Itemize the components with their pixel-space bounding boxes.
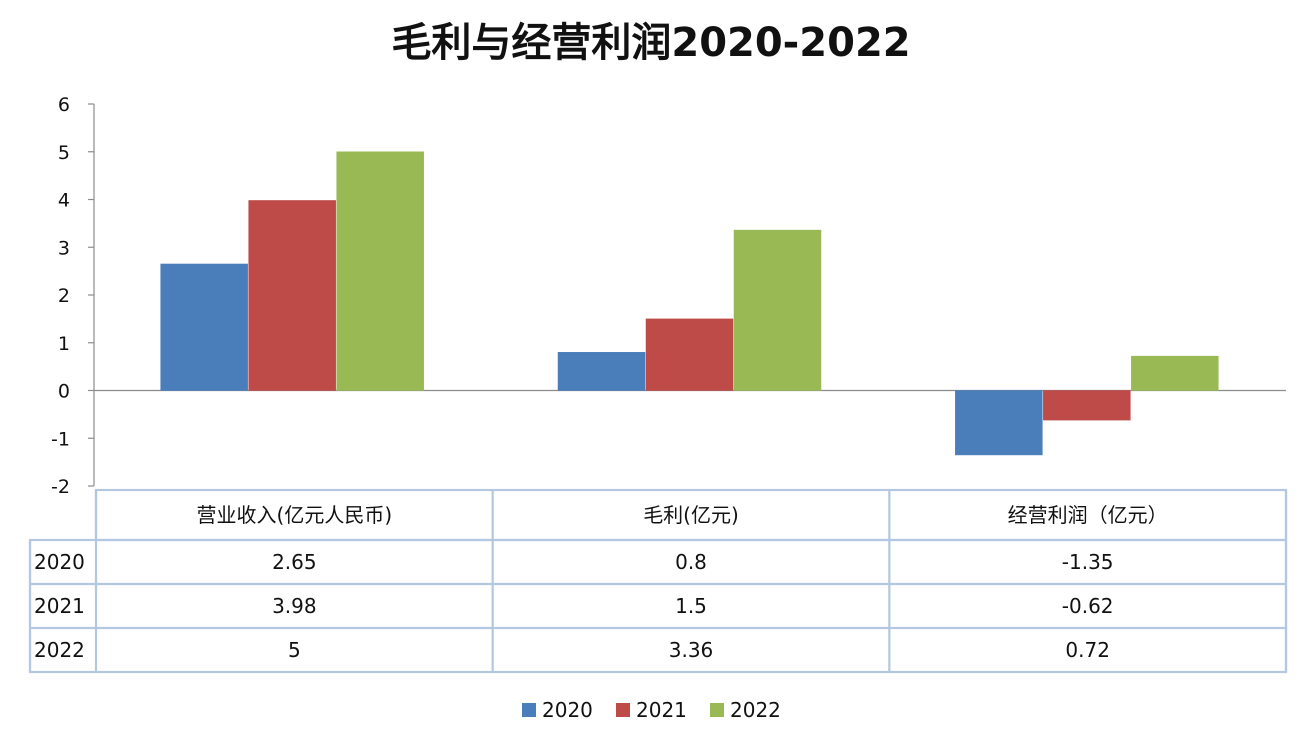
legend-swatch-2021: [616, 703, 630, 717]
y-tick-label: 0: [58, 381, 70, 403]
table-cell: 2.65: [272, 550, 317, 574]
legend: 2020 2021 2022: [522, 698, 781, 722]
bar-2022-0: [336, 151, 424, 391]
table-cell: -1.35: [1062, 550, 1114, 574]
legend-label: 2022: [730, 698, 781, 722]
y-tick-label: -1: [51, 428, 70, 450]
table-row-label: 2022: [34, 638, 85, 662]
y-tick-label: 1: [58, 333, 70, 355]
bar-2021-2: [1043, 390, 1131, 421]
table-row-label: 2021: [34, 594, 85, 618]
legend-label: 2020: [542, 698, 593, 722]
legend-label: 2021: [636, 698, 687, 722]
table-cell: 5: [288, 638, 301, 662]
table-cell: 1.5: [675, 594, 707, 618]
table-row-label: 2020: [34, 550, 85, 574]
y-tick-label: 3: [58, 237, 70, 259]
table-cell: 3.36: [669, 638, 714, 662]
table-header-cell: 营业收入(亿元人民币): [197, 503, 393, 527]
y-tick-label: 4: [58, 190, 70, 212]
bar-2021-0: [248, 200, 336, 391]
bar-2022-2: [1131, 355, 1219, 391]
y-tick-label: 2: [58, 285, 70, 307]
table-header-cell: 经营利润（亿元）: [1008, 503, 1168, 527]
bar-2022-1: [733, 229, 822, 391]
bar-2021-1: [645, 318, 734, 391]
y-tick-label: 6: [58, 94, 70, 116]
table-cell: 3.98: [272, 594, 317, 618]
bar-2020-2: [955, 390, 1043, 456]
legend-swatch-2020: [522, 703, 536, 717]
y-tick-label: 5: [58, 142, 70, 164]
legend-swatch-2022: [710, 703, 724, 717]
bar-2020-1: [557, 352, 646, 391]
bar-2020-0: [160, 263, 248, 391]
table-cell: 0.72: [1065, 638, 1110, 662]
data-table: 营业收入(亿元人民币) 毛利(亿元) 经营利润（亿元） 2020 2.65 0.8 -1.3…: [28, 488, 1288, 674]
table-header-cell: 毛利(亿元): [643, 503, 739, 527]
y-tick-label: -2: [51, 476, 70, 498]
table-cell: 0.8: [675, 550, 707, 574]
plot-area: 6 5 4 3 2 1 0 -1 -2: [51, 94, 1286, 498]
chart-title: 毛利与经营利润2020-2022: [391, 20, 910, 66]
table-cell: -0.62: [1062, 594, 1114, 618]
